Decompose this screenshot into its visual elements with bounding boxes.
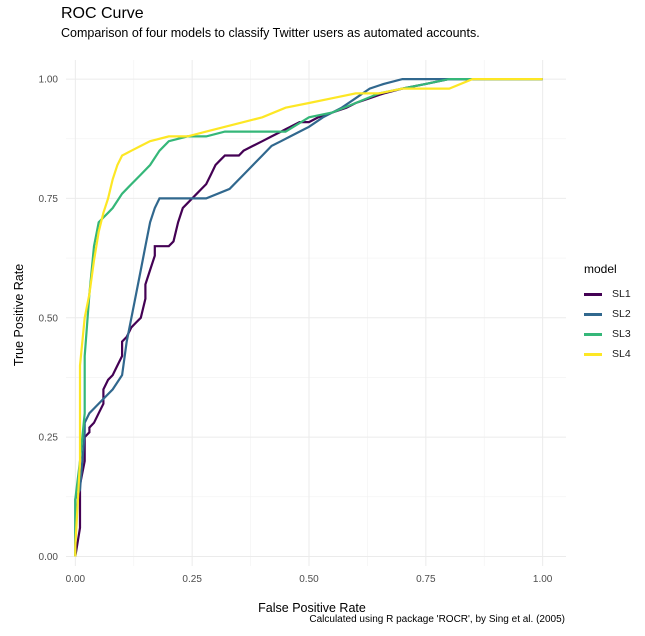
y-tick-label: 0.00: [39, 552, 59, 563]
x-tick-label: 0.50: [299, 574, 319, 585]
legend-item-sl1: SL1: [584, 284, 631, 304]
y-tick-label: 0.75: [39, 194, 59, 205]
x-tick-label: 0.75: [416, 574, 436, 585]
legend: model SL1 SL2 SL3 SL4: [584, 262, 631, 364]
y-tick-label: 1.00: [39, 75, 59, 86]
series-line-sl2: [74, 77, 543, 557]
legend-swatch-sl1: [584, 292, 602, 296]
grid-layer: [66, 60, 566, 566]
legend-label-sl3: SL3: [612, 328, 631, 340]
legend-item-sl3: SL3: [584, 324, 631, 344]
tick-layer: 0.00 0.25 0.50 0.75 1.00 0.00 0.25 0.50 0.75 1.00: [39, 75, 553, 585]
series-line-sl4: [74, 77, 543, 557]
legend-item-sl2: SL2: [584, 304, 631, 324]
y-tick-label: 0.25: [39, 433, 59, 444]
legend-item-sl4: SL4: [584, 344, 631, 364]
legend-label-sl1: SL1: [612, 288, 631, 300]
series-layer: [74, 77, 543, 557]
y-tick-label: 0.50: [39, 313, 59, 324]
chart-subtitle: Comparison of four models to classify Tw…: [61, 26, 480, 40]
x-axis-label: False Positive Rate: [258, 601, 366, 615]
legend-swatch-sl4: [584, 352, 602, 356]
x-tick-label: 0.25: [182, 574, 202, 585]
legend-swatch-sl3: [584, 332, 602, 336]
chart-caption: Calculated using R package 'ROCR', by Si…: [309, 614, 565, 625]
x-tick-label: 0.00: [66, 574, 86, 585]
legend-label-sl2: SL2: [612, 308, 631, 320]
chart-title: ROC Curve: [61, 5, 144, 22]
legend-label-sl4: SL4: [612, 348, 631, 360]
y-axis-label: True Positive Rate: [12, 264, 26, 366]
legend-title: model: [584, 262, 617, 276]
legend-swatch-sl2: [584, 312, 602, 316]
x-tick-label: 1.00: [533, 574, 553, 585]
